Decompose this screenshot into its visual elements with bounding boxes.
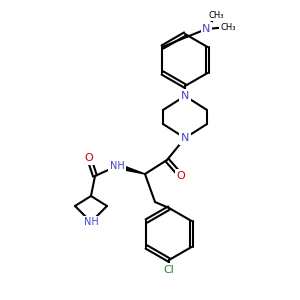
Text: NH: NH [110,161,124,171]
Text: CH₃: CH₃ [209,11,224,20]
Polygon shape [116,164,145,174]
Text: Cl: Cl [164,265,174,275]
Text: NH: NH [84,217,98,227]
Text: O: O [85,153,93,163]
Text: O: O [177,171,185,181]
Text: N: N [181,91,189,101]
Text: CH₃: CH₃ [221,22,236,32]
Text: N: N [181,133,189,143]
Text: N: N [202,24,211,34]
